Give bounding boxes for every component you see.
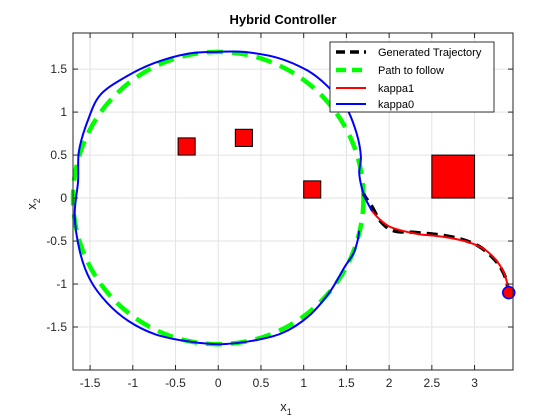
y-tick-label: 1 bbox=[60, 105, 67, 119]
obstacle-square bbox=[234, 128, 253, 147]
y-axis-label: x2 bbox=[24, 198, 42, 210]
x-tick-label: 0 bbox=[215, 376, 222, 390]
x-axis-label-sub: 1 bbox=[287, 407, 292, 417]
y-tick-label: 0.5 bbox=[50, 148, 67, 162]
x-tick-label: 0.5 bbox=[253, 376, 270, 390]
y-tick-label: -1.5 bbox=[46, 320, 67, 334]
series-kappa1 bbox=[371, 210, 510, 293]
chart-title: Hybrid Controller bbox=[230, 12, 337, 27]
y-axis-label-sub: 2 bbox=[32, 198, 42, 203]
y-axis-label-base: x bbox=[24, 203, 39, 210]
legend-label-path: Path to follow bbox=[378, 65, 444, 77]
legend: Generated Trajectory Path to follow kapp… bbox=[329, 41, 495, 113]
legend-label-generated: Generated Trajectory bbox=[378, 47, 482, 59]
x-tick-label: -1 bbox=[127, 376, 138, 390]
series-generated-trajectory bbox=[361, 192, 511, 295]
axes-box bbox=[72, 32, 514, 371]
y-tick-label: 0 bbox=[60, 191, 67, 205]
legend-label-kappa0: kappa0 bbox=[378, 99, 414, 111]
x-tick-label: 1 bbox=[300, 376, 307, 390]
obstacles bbox=[177, 128, 476, 199]
obstacle-square bbox=[303, 180, 322, 199]
x-axis-label: x1 bbox=[280, 399, 292, 417]
y-tick-label: -1 bbox=[56, 277, 67, 291]
x-tick-label: 2.5 bbox=[423, 376, 440, 390]
x-tick-label: -0.5 bbox=[165, 376, 186, 390]
start-point-marker bbox=[501, 285, 516, 300]
x-tick-label: -1.5 bbox=[80, 376, 101, 390]
obstacle-square bbox=[431, 154, 476, 199]
y-tick-label: -0.5 bbox=[46, 234, 67, 248]
x-tick-label: 3 bbox=[471, 376, 478, 390]
x-tick-label: 2 bbox=[386, 376, 393, 390]
obstacle-square bbox=[177, 137, 196, 156]
x-axis-label-base: x bbox=[280, 399, 287, 414]
y-tick-label: 1.5 bbox=[50, 62, 67, 76]
x-tick-label: 1.5 bbox=[338, 376, 355, 390]
series-kappa0 bbox=[73, 50, 373, 346]
legend-label-kappa1: kappa1 bbox=[378, 83, 414, 95]
axes: -1.5 -1 -0.5 0 0.5 1 1.5 2 2.5 3 -1.5 -1 -0.5 0 0.5 1 1.… bbox=[46, 32, 514, 390]
